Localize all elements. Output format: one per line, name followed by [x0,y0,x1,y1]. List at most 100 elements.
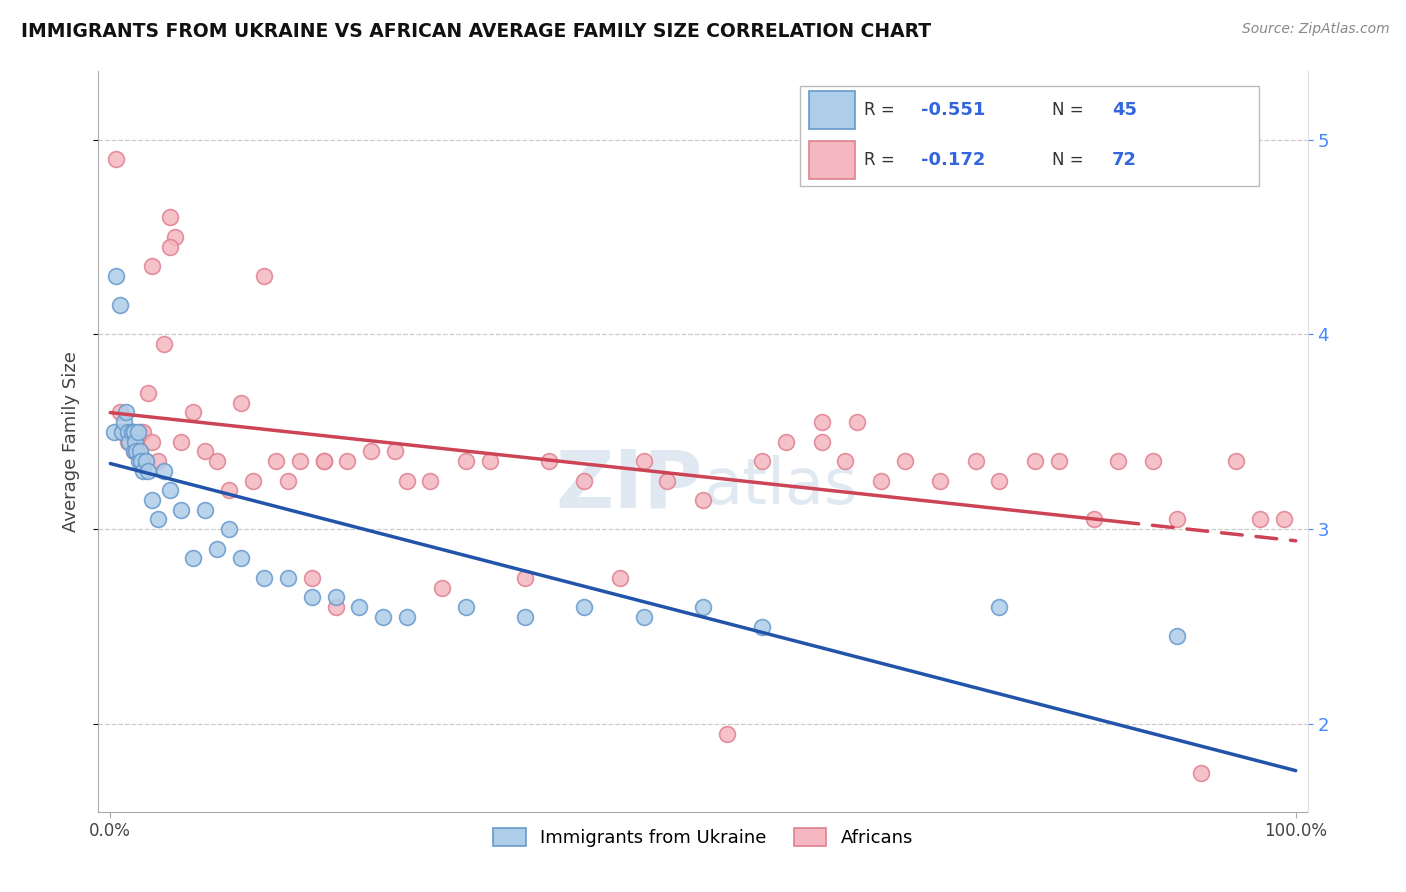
Point [692,493,714,508]
Point [117,425,139,439]
Point [371,610,394,624]
Point [751,620,773,634]
Point [301,571,323,585]
Point [325,600,347,615]
Point [103,425,125,439]
Point [1189,765,1212,780]
Point [129,444,152,458]
Point [264,454,287,468]
Point [136,464,159,478]
Point [395,474,418,488]
Point [194,444,217,458]
Text: Source: ZipAtlas.com: Source: ZipAtlas.com [1241,22,1389,37]
Point [141,434,163,449]
Point [114,405,136,419]
Point [127,425,149,439]
Point [574,600,596,615]
Point [117,434,139,449]
Point [454,600,477,615]
Point [242,474,264,488]
Point [751,454,773,468]
Point [301,591,323,605]
Point [1272,512,1295,526]
Point [114,415,136,429]
Point [229,395,252,409]
Point [152,464,174,478]
Point [146,512,169,526]
Point [1107,454,1129,468]
Point [609,571,631,585]
Text: atlas: atlas [703,455,858,517]
Point [692,600,714,615]
Point [384,444,406,458]
Point [1024,454,1046,468]
Point [633,454,655,468]
Point [515,610,537,624]
Point [253,268,276,283]
Point [121,425,143,439]
Point [277,571,299,585]
Text: IMMIGRANTS FROM UKRAINE VS AFRICAN AVERAGE FAMILY SIZE CORRELATION CHART: IMMIGRANTS FROM UKRAINE VS AFRICAN AVERA… [21,22,931,41]
Point [159,211,181,225]
Point [132,464,155,478]
Point [159,483,181,498]
Point [869,474,891,488]
Point [181,405,204,419]
Legend: Immigrants from Ukraine, Africans: Immigrants from Ukraine, Africans [486,821,920,855]
Point [122,444,145,458]
Text: ZIP: ZIP [555,447,703,525]
Point [432,581,454,595]
Point [181,551,204,566]
Point [395,610,418,624]
Point [810,434,832,449]
Point [1047,454,1070,468]
Point [360,444,382,458]
Point [288,454,311,468]
Point [657,474,679,488]
Point [135,454,157,468]
Point [515,571,537,585]
Point [1225,454,1247,468]
Point [419,474,441,488]
Point [108,298,131,312]
Point [141,259,163,273]
Point [125,444,148,458]
Point [988,600,1011,615]
Point [205,541,228,556]
Point [347,600,370,615]
Point [312,454,335,468]
Point [128,454,150,468]
Point [118,434,141,449]
Point [194,502,217,516]
Point [170,434,193,449]
Point [478,454,501,468]
Point [108,405,131,419]
Point [122,444,145,458]
Point [205,454,228,468]
Point [633,610,655,624]
Point [105,152,128,166]
Point [574,474,596,488]
Y-axis label: Average Family Size: Average Family Size [62,351,80,532]
Point [129,425,152,439]
Point [1166,512,1188,526]
Point [312,454,335,468]
Point [152,337,174,351]
Point [1249,512,1271,526]
Point [136,385,159,400]
Point [988,474,1011,488]
Point [159,240,181,254]
Point [165,230,187,244]
Point [929,474,952,488]
Point [135,454,157,468]
Point [325,591,347,605]
Point [775,434,797,449]
Point [114,425,136,439]
Point [277,474,299,488]
Point [229,551,252,566]
Point [170,502,193,516]
Point [810,415,832,429]
Point [1142,454,1164,468]
Point [146,454,169,468]
Point [218,483,240,498]
